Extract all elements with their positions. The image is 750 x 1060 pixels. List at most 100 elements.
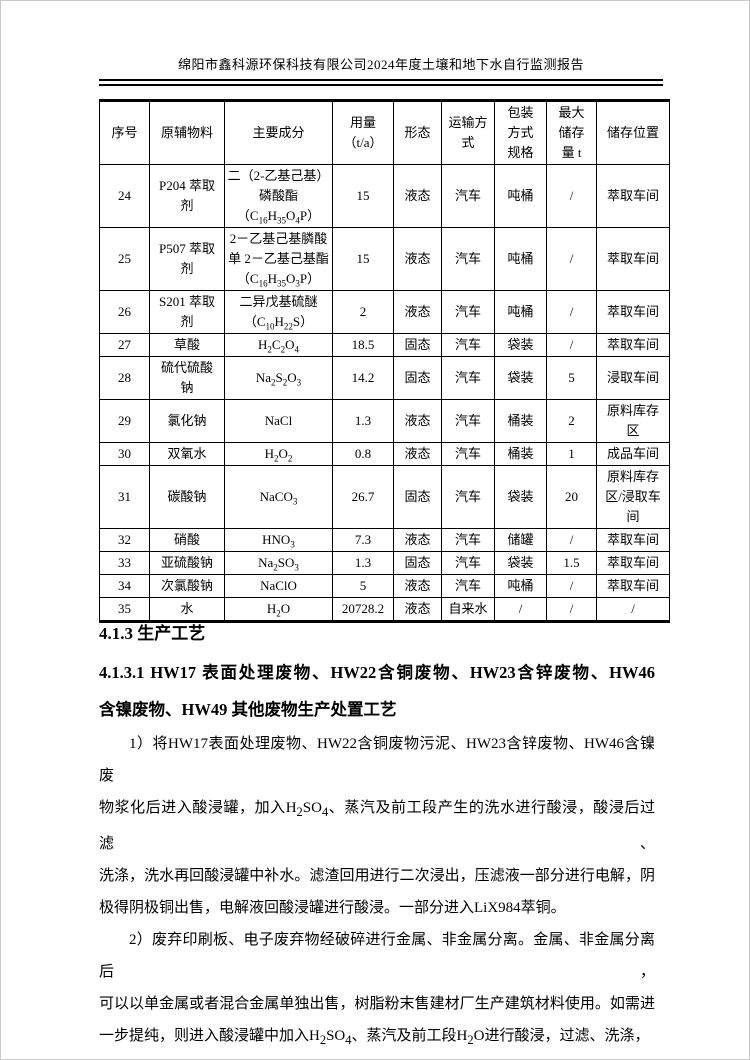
cell-location: / — [596, 597, 670, 622]
header-cell-component: 主要成分 — [224, 100, 333, 165]
cell-max-storage: / — [546, 227, 597, 291]
table-row: 29 氯化钠 NaCl 1.3 液态 汽车 桶装 2 原料库存 区 — [99, 399, 670, 443]
paragraph-line: 洗涤，洗水再回酸浸罐中补水。滤渣回用进行二次浸出，压滤液一部分进行电解，阴 — [99, 868, 655, 884]
cell-component: Na2S2O3 — [224, 356, 333, 400]
cell-usage: 26.7 — [332, 465, 394, 529]
cell-usage: 1.3 — [332, 399, 394, 443]
header-cell-usage: 用量 （t/a） — [332, 100, 394, 165]
cell-transport: 汽车 — [441, 465, 495, 529]
cell-transport: 汽车 — [441, 356, 495, 400]
cell-usage: 5 — [332, 574, 394, 598]
cell-no: 29 — [99, 399, 150, 443]
table-row: 35 水 H2O 20728.2 液态 自来水 / / / — [99, 597, 670, 622]
cell-material: 硫代硫酸 钠 — [149, 356, 225, 400]
header-cell-packaging: 包装 方式 规格 — [494, 100, 547, 165]
header-cell-location: 储存位置 — [596, 100, 670, 165]
cell-transport: 自来水 — [441, 597, 495, 622]
table-row: 28 硫代硫酸 钠 Na2S2O3 14.2 固态 汽车 袋装 5 浸取车间 — [99, 356, 670, 400]
cell-component: 2－乙基己基膦酸 单 2－乙基己基酯 （C16H35O3P） — [224, 227, 333, 291]
cell-packaging: 袋装 — [494, 465, 547, 529]
cell-component: 二异戊基硫醚 （C10H22S） — [224, 290, 333, 334]
cell-component: H2O2 — [224, 442, 333, 466]
cell-max-storage: 5 — [546, 356, 597, 400]
cell-max-storage: / — [546, 528, 597, 552]
table-row: 26 S201 萃取 剂二异戊基硫醚 （C10H22S） 2 液态 汽车 吨桶 / 萃取车间 — [99, 290, 670, 334]
cell-max-storage: / — [546, 597, 597, 622]
cell-material: S201 萃取 剂 — [149, 290, 225, 334]
cell-material: 氯化钠 — [149, 399, 225, 443]
cell-usage: 7.3 — [332, 528, 394, 552]
cell-material: 双氧水 — [149, 442, 225, 466]
cell-max-storage: 20 — [546, 465, 597, 529]
cell-transport: 汽车 — [441, 528, 495, 552]
table-row: 33 亚硫酸钠 Na2SO3 1.3 固态 汽车 袋装 1.5 萃取车间 — [99, 551, 670, 575]
cell-location: 萃取车间 — [596, 528, 670, 552]
cell-location: 萃取车间 — [596, 551, 670, 575]
paragraph: 1）将HW17表面处理废物、HW22含铜废物污泥、HW23含锌废物、HW46含镍… — [99, 728, 655, 924]
cell-location: 萃取车间 — [596, 290, 670, 334]
cell-location: 原料库存 区 — [596, 399, 670, 443]
cell-material: 硝酸 — [149, 528, 225, 552]
header-cell-form: 形态 — [393, 100, 442, 165]
cell-usage: 14.2 — [332, 356, 394, 400]
materials-table-body: 24 P204 萃取 剂二（2-乙基己基） 磷酸酯 （C16H35O4P） 15 液态… — [99, 164, 670, 622]
cell-form: 液态 — [393, 399, 442, 443]
cell-no: 25 — [99, 227, 150, 291]
cell-material: 水 — [149, 597, 225, 622]
cell-packaging: 吨桶 — [494, 164, 547, 228]
cell-transport: 汽车 — [441, 399, 495, 443]
cell-packaging: 袋装 — [494, 333, 547, 357]
cell-max-storage: / — [546, 333, 597, 357]
cell-component: 二（2-乙基己基） 磷酸酯 （C16H35O4P） — [224, 164, 333, 228]
cell-no: 32 — [99, 528, 150, 552]
cell-component: NaCl — [224, 399, 333, 443]
cell-no: 34 — [99, 574, 150, 598]
cell-form: 液态 — [393, 528, 442, 552]
cell-usage: 20728.2 — [332, 597, 394, 622]
header-double-rule — [99, 79, 663, 86]
paragraph: 2）废弃印刷板、电子废弃物经破碎进行金属、非金属分离。金属、非金属分离后， 可以以… — [99, 924, 655, 1059]
cell-usage: 15 — [332, 164, 394, 228]
cell-packaging: 吨桶 — [494, 290, 547, 334]
cell-usage: 15 — [332, 227, 394, 291]
cell-location: 萃取车间 — [596, 574, 670, 598]
cell-no: 31 — [99, 465, 150, 529]
cell-transport: 汽车 — [441, 551, 495, 575]
heading-line: 含镍废物、HW49 其他废物生产处置工艺 — [99, 700, 397, 719]
cell-packaging: 吨桶 — [494, 227, 547, 291]
cell-transport: 汽车 — [441, 227, 495, 291]
cell-usage: 18.5 — [332, 333, 394, 357]
paragraph-line: 1）将HW17表面处理废物、HW22含铜废物污泥、HW23含锌废物、HW46含镍… — [99, 736, 655, 784]
cell-material: P507 萃取 剂 — [149, 227, 225, 291]
cell-material: 亚硫酸钠 — [149, 551, 225, 575]
cell-packaging: / — [494, 597, 547, 622]
cell-location: 萃取车间 — [596, 333, 670, 357]
cell-material: 次氯酸钠 — [149, 574, 225, 598]
cell-form: 固态 — [393, 333, 442, 357]
cell-location: 浸取车间 — [596, 356, 670, 400]
paragraph-line: 2）废弃印刷板、电子废弃物经破碎进行金属、非金属分离。金属、非金属分离后， — [99, 932, 655, 980]
cell-max-storage: / — [546, 574, 597, 598]
cell-transport: 汽车 — [441, 442, 495, 466]
cell-component: NaClO — [224, 574, 333, 598]
section-heading-4-1-3-1: 4.1.3.1 HW17 表面处理废物、HW22含铜废物、HW23含锌废物、HW… — [99, 654, 655, 728]
cell-form: 固态 — [393, 356, 442, 400]
table-row: 25 P507 萃取 剂 2－乙基己基膦酸 单 2－乙基己基酯 （C16H35O3P… — [99, 227, 670, 291]
materials-table: 序号 原辅物料 主要成分 用量 （t/a） 形态 运输方 式 包装 方式 规格 … — [99, 99, 670, 623]
cell-transport: 汽车 — [441, 164, 495, 228]
table-row: 24 P204 萃取 剂二（2-乙基己基） 磷酸酯 （C16H35O4P） 15 液态… — [99, 164, 670, 228]
cell-max-storage: / — [546, 164, 597, 228]
cell-form: 液态 — [393, 574, 442, 598]
cell-transport: 汽车 — [441, 574, 495, 598]
table-row: 32 硝酸 HNO3 7.3 液态 汽车 储罐 / 萃取车间 — [99, 528, 670, 552]
cell-material: 碳酸钠 — [149, 465, 225, 529]
table-row: 31 碳酸钠 NaCO3 26.7 固态 汽车 袋装 20 原料库存 区/浸取车 间 — [99, 465, 670, 529]
cell-form: 液态 — [393, 597, 442, 622]
table-row: 34 次氯酸钠 NaClO 5 液态 汽车 吨桶 / 萃取车间 — [99, 574, 670, 598]
cell-form: 固态 — [393, 551, 442, 575]
header-cell-material: 原辅物料 — [149, 100, 225, 165]
cell-location: 萃取车间 — [596, 164, 670, 228]
cell-component: Na2SO3 — [224, 551, 333, 575]
cell-packaging: 桶装 — [494, 442, 547, 466]
paragraph-line: 物浆化后进入酸浸罐，加入H2SO4、蒸汽及前工段产生的洗水进行酸浸，酸浸后过滤、 — [99, 800, 655, 852]
